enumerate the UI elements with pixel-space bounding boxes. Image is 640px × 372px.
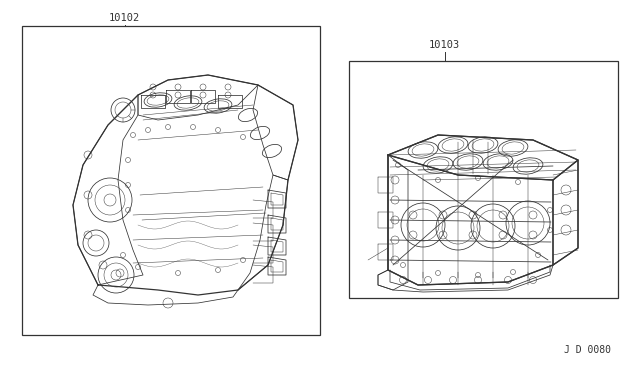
Text: J D 0080: J D 0080 bbox=[564, 345, 611, 355]
Text: 10103: 10103 bbox=[429, 40, 460, 50]
Bar bbox=[22, 26, 320, 335]
Text: 10102: 10102 bbox=[109, 13, 140, 23]
Bar bbox=[349, 61, 618, 298]
